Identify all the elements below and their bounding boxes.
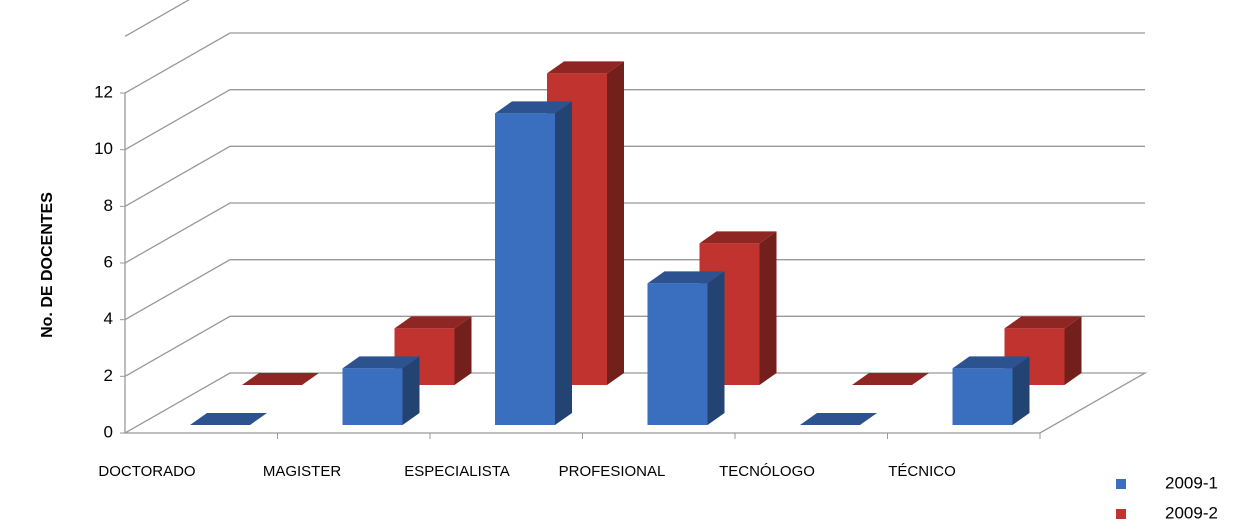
bar-face bbox=[555, 101, 572, 425]
legend-swatch bbox=[1116, 509, 1126, 519]
bar bbox=[1004, 316, 1082, 385]
bar bbox=[952, 356, 1030, 425]
bar bbox=[647, 271, 725, 425]
bar bbox=[852, 373, 929, 385]
y-tick-label: 8 bbox=[104, 196, 113, 215]
x-tick-label: ESPECIALISTA bbox=[404, 463, 510, 480]
y-tick-label: 2 bbox=[104, 366, 113, 385]
bar-face bbox=[800, 413, 877, 425]
bar-face bbox=[495, 113, 555, 425]
grid-line bbox=[124, 202, 1145, 264]
y-tick-label: 6 bbox=[104, 252, 113, 271]
legend-swatch bbox=[1116, 479, 1126, 489]
bar-face bbox=[402, 356, 420, 425]
bar-face bbox=[394, 316, 472, 329]
bar-face bbox=[647, 283, 708, 425]
bar bbox=[495, 101, 572, 425]
wall-frame bbox=[124, 0, 190, 37]
bar-face bbox=[495, 101, 572, 114]
x-tick-label: MAGISTER bbox=[263, 463, 342, 480]
bar-face bbox=[699, 231, 777, 244]
y-tick-label: 12 bbox=[94, 82, 113, 101]
legend-label: 2009-1 bbox=[1165, 473, 1218, 492]
x-tick-label: TECNÓLOGO bbox=[719, 463, 815, 480]
bar-face bbox=[647, 271, 725, 284]
x-tick-label: DOCTORADO bbox=[98, 463, 195, 480]
y-tick-label: 0 bbox=[104, 422, 113, 441]
x-tick-label: PROFESIONAL bbox=[559, 463, 666, 480]
grid-line bbox=[124, 32, 1145, 94]
bar-face bbox=[1004, 316, 1082, 329]
grid-line bbox=[124, 145, 1145, 207]
grid-line bbox=[124, 89, 1145, 151]
bar-face bbox=[759, 231, 777, 385]
grid-line bbox=[124, 259, 1145, 321]
legend-label: 2009-2 bbox=[1165, 503, 1218, 522]
bar-face bbox=[342, 356, 420, 369]
bar bbox=[190, 413, 267, 425]
bar bbox=[800, 413, 877, 425]
y-tick-label: 10 bbox=[94, 139, 113, 158]
bar-face bbox=[190, 413, 267, 425]
x-tick-label: TÉCNICO bbox=[888, 463, 956, 480]
bar-face bbox=[707, 271, 725, 425]
bar-face bbox=[952, 356, 1030, 369]
bar-face bbox=[852, 373, 929, 385]
bar-face bbox=[1012, 356, 1030, 425]
bar-face bbox=[952, 368, 1013, 425]
y-axis-label: No. DE DOCENTES bbox=[39, 192, 56, 338]
bar bbox=[342, 356, 420, 425]
bar-face bbox=[1064, 316, 1082, 385]
bar-face bbox=[242, 373, 319, 385]
y-tick-label: 4 bbox=[104, 309, 113, 328]
bar-face bbox=[547, 61, 624, 74]
bar-face bbox=[607, 61, 624, 385]
grid-line bbox=[124, 315, 1145, 377]
bar bbox=[242, 373, 319, 385]
bar-face bbox=[342, 368, 403, 425]
bar-face bbox=[454, 316, 472, 385]
